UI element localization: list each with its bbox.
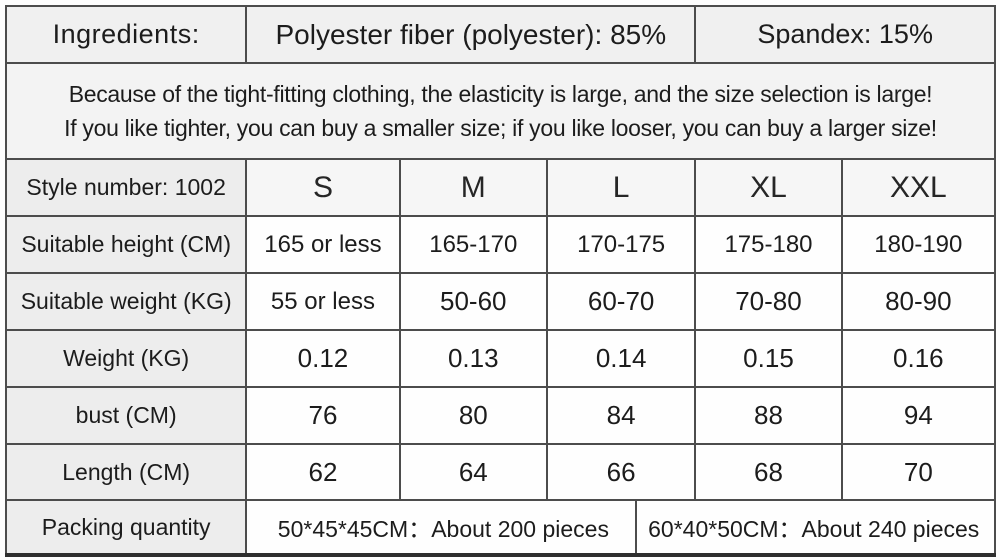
cell-value: 55 or less — [245, 272, 401, 331]
packing-split: 50*45*45CM：About 200 pieces 60*40*50CM：A… — [251, 502, 990, 553]
notice-line-2: If you like tighter, you can buy a small… — [64, 115, 937, 141]
packing-option-2: 60*40*50CM：About 240 pieces — [648, 516, 980, 542]
cell-value: 66 — [545, 443, 697, 501]
packing-option-1: 50*45*45CM：About 200 pieces — [251, 502, 638, 553]
notice-line-1: Because of the tight-fitting clothing, t… — [68, 80, 933, 107]
cell-value: 0.13 — [398, 329, 548, 388]
cell-value: 68 — [694, 443, 843, 501]
ingredient-spandex: Spandex: 15% — [694, 5, 996, 64]
table-row-length: Length (CM) 62 64 66 68 70 — [4, 443, 997, 501]
size-col-s: S — [245, 158, 401, 217]
notice-row: Because of the tight-fitting clothing, t… — [5, 62, 996, 160]
sizing-notice: Because of the tight-fitting clothing, t… — [5, 62, 996, 160]
ingredients-label: Ingredients: — [4, 5, 248, 64]
row-label: Weight (KG) — [4, 329, 248, 388]
size-header-row: Style number: 1002 S M L XL XXL — [4, 158, 997, 217]
cell-value: 94 — [840, 386, 997, 445]
cell-value: 64 — [398, 443, 548, 501]
size-col-xl: XL — [694, 158, 843, 217]
cell-value: 50-60 — [398, 272, 548, 331]
table-row-height: Suitable height (CM) 165 or less 165-170… — [4, 215, 997, 274]
packing-label: Packing quantity — [4, 499, 248, 556]
cell-value: 180-190 — [840, 215, 997, 274]
row-label: Suitable weight (KG) — [4, 272, 248, 331]
size-chart-table: Ingredients: Polyester fiber (polyester)… — [4, 5, 997, 557]
cell-value: 70 — [840, 443, 997, 501]
table-row-weight-range: Suitable weight (KG) 55 or less 50-60 60… — [4, 272, 997, 331]
cell-value: 62 — [245, 443, 401, 501]
cell-value: 60-70 — [545, 272, 697, 331]
packing-options-cell: 50*45*45CM：About 200 pieces 60*40*50CM：A… — [245, 499, 996, 556]
cell-value: 88 — [694, 386, 843, 445]
packing-row: Packing quantity 50*45*45CM：About 200 pi… — [4, 499, 996, 556]
size-col-l: L — [545, 158, 697, 217]
cell-value: 170-175 — [545, 215, 697, 274]
size-col-m: M — [398, 158, 548, 217]
row-label: Suitable height (CM) — [4, 215, 248, 274]
cell-value: 80-90 — [840, 272, 997, 331]
cell-value: 84 — [545, 386, 697, 445]
cell-value: 80 — [398, 386, 548, 445]
cell-value: 0.14 — [545, 329, 697, 388]
cell-value: 0.12 — [245, 329, 401, 388]
table-row-unit-weight: Weight (KG) 0.12 0.13 0.14 0.15 0.16 — [4, 329, 997, 388]
ingredient-polyester: Polyester fiber (polyester): 85% — [245, 5, 697, 64]
cell-value: 165-170 — [398, 215, 548, 274]
table-row-bust: bust (CM) 76 80 84 88 94 — [4, 386, 997, 445]
cell-value: 76 — [245, 386, 401, 445]
cell-value: 165 or less — [245, 215, 401, 274]
row-label: Length (CM) — [4, 443, 248, 501]
cell-value: 0.16 — [840, 329, 997, 388]
cell-value: 70-80 — [694, 272, 843, 331]
size-col-xxl: XXL — [840, 158, 997, 217]
cell-value: 175-180 — [694, 215, 843, 274]
style-number-cell: Style number: 1002 — [4, 158, 248, 217]
ingredients-row: Ingredients: Polyester fiber (polyester)… — [4, 5, 996, 64]
row-label: bust (CM) — [4, 386, 248, 445]
cell-value: 0.15 — [694, 329, 843, 388]
